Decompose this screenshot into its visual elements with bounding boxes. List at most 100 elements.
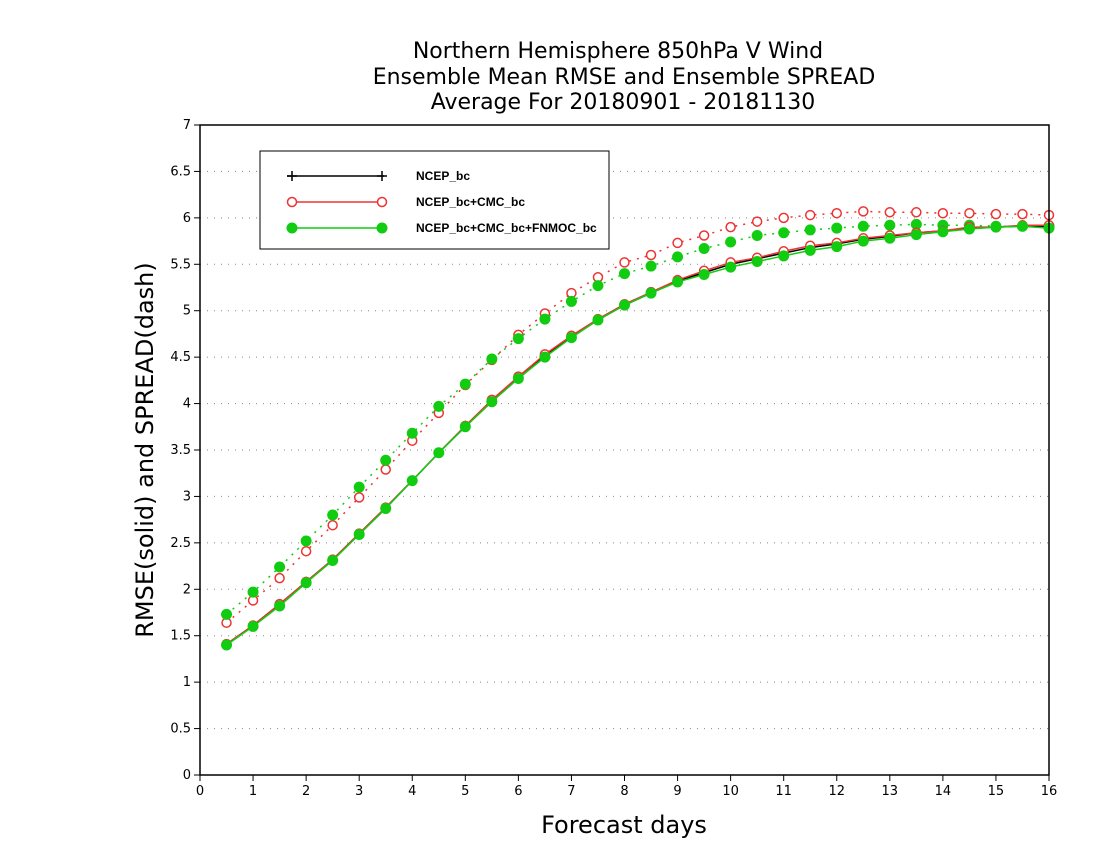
title-line-2: Ensemble Mean RMSE and Ensemble SPREAD (373, 65, 876, 90)
x-tick-label: 1 (249, 784, 257, 799)
spread-point (274, 572, 285, 584)
series-1-spread (221, 206, 1055, 628)
rmse-point (857, 235, 869, 247)
x-tick-label: 12 (828, 784, 845, 799)
y-tick-label: 2 (183, 582, 191, 597)
x-tick-label: 8 (620, 784, 628, 799)
y-tick-label: 3 (183, 489, 191, 504)
legend-marker (286, 196, 298, 208)
legend-marker (376, 222, 388, 234)
x-tick-label: 2 (302, 784, 310, 799)
grid (200, 170, 1049, 730)
spread-point (645, 249, 657, 261)
spread-point (512, 333, 524, 345)
chart-title: Northern Hemisphere 850hPa V Wind Ensemb… (373, 39, 876, 115)
spread-point (459, 378, 471, 390)
legend-marker (287, 171, 297, 181)
rmse-point (831, 241, 843, 253)
y-tick-label: 4.5 (170, 350, 191, 365)
x-tick-label: 15 (988, 784, 1005, 799)
y-axis: 0 0.5 1 1.5 2 2.5 3 3.5 4 4.5 5 5.5 6 6.5 7 (170, 118, 200, 783)
spread-line (226, 223, 1049, 615)
y-tick-label: 0 (183, 768, 191, 783)
rmse-point (353, 529, 365, 540)
rmse-point (247, 620, 259, 632)
legend-marker (376, 196, 388, 208)
x-tick-label: 7 (567, 784, 575, 799)
x-tick-label: 0 (196, 784, 204, 799)
rmse-point (221, 639, 233, 651)
x-tick-label: 5 (461, 784, 469, 799)
spread-point (778, 227, 790, 239)
legend-entry: NCEP_bc+CMC_bc+FNMOC_bc (286, 221, 597, 235)
spread-point (619, 268, 630, 280)
y-tick-label: 7 (183, 118, 191, 133)
spread-point (751, 230, 763, 241)
series-1-rmse (221, 220, 1055, 650)
spread-point (433, 400, 445, 412)
rmse-point (327, 555, 339, 566)
rmse-point (910, 229, 922, 241)
rmse-point (725, 261, 737, 273)
spread-point (1017, 208, 1028, 220)
rmse-point (751, 256, 763, 267)
rmse-point (406, 475, 418, 487)
spread-point (831, 207, 842, 219)
y-tick-label: 3.5 (170, 443, 191, 458)
spread-point (327, 519, 338, 531)
spread-point (353, 481, 365, 493)
y-tick-label: 0.5 (170, 722, 191, 737)
spread-point (725, 236, 737, 248)
spread-point (565, 295, 577, 307)
x-tick-label: 6 (514, 784, 522, 799)
spread-point (327, 509, 339, 521)
rmse-point (698, 269, 710, 280)
legend-label: NCEP_bc+CMC_bc (416, 195, 525, 209)
spread-point (964, 207, 975, 219)
legend: NCEP_bc NCEP_bc+CMC_bc NCEP_bc+CMC_bc+FNMO… (259, 150, 610, 250)
y-axis-title: RMSE(solid) and SPREAD(dash) (131, 262, 159, 638)
rmse-point (300, 577, 312, 589)
y-tick-label: 5 (183, 304, 191, 319)
spread-point (884, 219, 896, 231)
spread-point (353, 492, 365, 503)
spread-point (539, 313, 551, 325)
rmse-point (990, 221, 1002, 233)
spread-point (406, 427, 418, 439)
spread-point (725, 221, 736, 233)
x-tick-label: 14 (935, 784, 952, 799)
spread-point (380, 454, 392, 466)
rmse-point (539, 351, 551, 363)
spread-point (804, 224, 816, 236)
rmse-point (619, 299, 630, 311)
spread-point (751, 216, 763, 227)
y-tick-label: 6.5 (170, 164, 191, 179)
spread-point (858, 206, 869, 217)
x-tick-label: 9 (673, 784, 681, 799)
legend-box (259, 150, 610, 250)
spread-point (672, 251, 684, 263)
x-tick-label: 10 (722, 784, 739, 799)
y-tick-label: 1 (183, 675, 191, 690)
y-tick-label: 2.5 (170, 536, 191, 551)
spread-point (857, 220, 869, 232)
series-2-rmse (221, 220, 1055, 651)
spread-point (672, 237, 683, 249)
rmse-point (512, 373, 524, 384)
legend-marker (377, 171, 387, 181)
rmse-point (778, 250, 790, 262)
spread-point (804, 209, 816, 221)
spread-point (937, 207, 949, 219)
rmse-point (937, 226, 949, 238)
spread-point (592, 280, 604, 292)
y-tick-label: 5.5 (170, 257, 191, 272)
rmse-point (380, 503, 392, 514)
spread-point (274, 561, 286, 573)
rmse-point (645, 287, 657, 299)
title-line-3: Average For 20180901 - 20181130 (431, 90, 816, 115)
x-axis: 0 1 2 3 4 5 6 7 8 9 10 11 12 13 14 15 16 (196, 775, 1057, 799)
spread-point (645, 260, 657, 272)
x-tick-label: 11 (775, 784, 792, 799)
x-axis-title: Forecast days (541, 811, 707, 839)
